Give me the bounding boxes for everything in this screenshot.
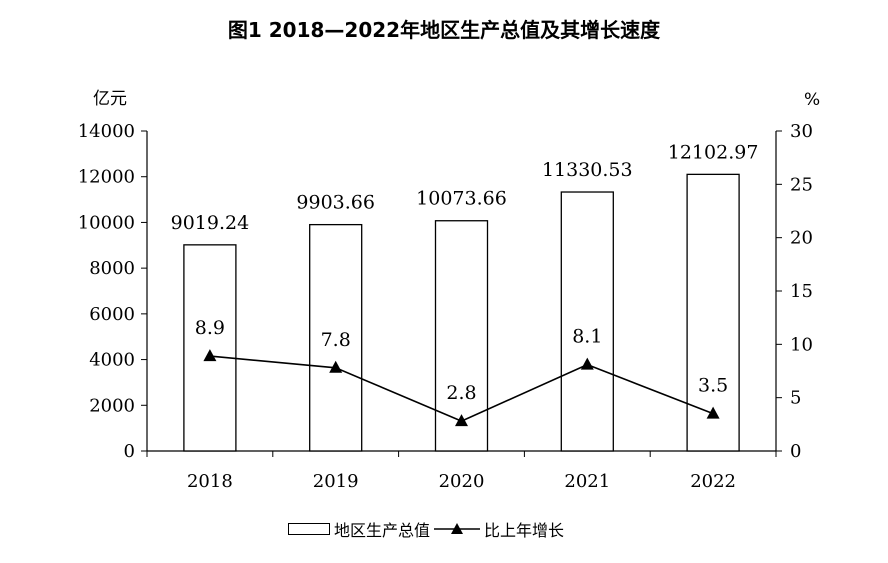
left-tick-label: 2000 — [89, 395, 135, 416]
growth-marker — [455, 414, 468, 427]
x-tick-label: 2022 — [690, 471, 736, 492]
chart-title: 图1 2018—2022年地区生产总值及其增长速度 — [227, 18, 661, 42]
growth-marker — [329, 360, 343, 373]
right-axis-unit: % — [804, 90, 821, 110]
bar — [686, 173, 740, 452]
growth-marker — [706, 406, 720, 419]
right-tick-label: 10 — [790, 334, 813, 355]
legend-label-gdp: 地区生产总值 — [334, 521, 431, 540]
growth-marker — [203, 349, 217, 362]
x-tick-label: 2021 — [564, 471, 610, 492]
left-tick-label: 8000 — [89, 258, 135, 279]
combo-chart: 0 2000 4000 6000 8000 10000 12000 14000 0 5 10 15 20… — [78, 121, 813, 492]
growth-value-label: 8.9 — [195, 317, 225, 339]
x-tick-label: 2019 — [313, 471, 359, 492]
bar-value-label: 11330.53 — [542, 159, 633, 181]
right-tick-label: 30 — [790, 121, 813, 142]
bar — [560, 191, 614, 452]
legend-bar-swatch — [288, 523, 330, 535]
legend: 地区生产总值 比上年增长 — [288, 517, 564, 541]
left-tick-label: 4000 — [89, 350, 135, 371]
bar-value-label: 10073.66 — [416, 188, 507, 210]
growth-value-label: 8.1 — [572, 326, 602, 348]
x-tick-label: 2018 — [187, 471, 233, 492]
right-tick-label: 0 — [790, 441, 801, 462]
bar — [309, 223, 363, 452]
left-axis-unit: 亿元 — [93, 89, 127, 109]
growth-value-label: 7.8 — [321, 329, 351, 351]
right-tick-label: 20 — [790, 228, 813, 249]
bar-value-label: 9019.24 — [171, 212, 250, 234]
legend-label-growth: 比上年增长 — [484, 521, 565, 540]
legend-line-swatch — [434, 523, 481, 534]
left-tick-label: 12000 — [78, 167, 135, 188]
bar-value-label: 12102.97 — [668, 141, 759, 163]
bar — [183, 244, 237, 452]
growth-value-label: 2.8 — [446, 382, 476, 404]
left-tick-label: 6000 — [89, 304, 135, 325]
right-tick-label: 25 — [790, 174, 813, 195]
left-tick-label: 14000 — [78, 121, 135, 142]
left-tick-label: 0 — [124, 441, 135, 462]
x-tick-label: 2020 — [439, 471, 485, 492]
bar-value-label: 9903.66 — [296, 192, 375, 214]
right-tick-label: 5 — [790, 388, 801, 409]
right-tick-label: 15 — [790, 281, 813, 302]
growth-value-label: 3.5 — [698, 375, 728, 397]
growth-marker — [580, 357, 594, 370]
left-tick-label: 10000 — [78, 212, 135, 233]
